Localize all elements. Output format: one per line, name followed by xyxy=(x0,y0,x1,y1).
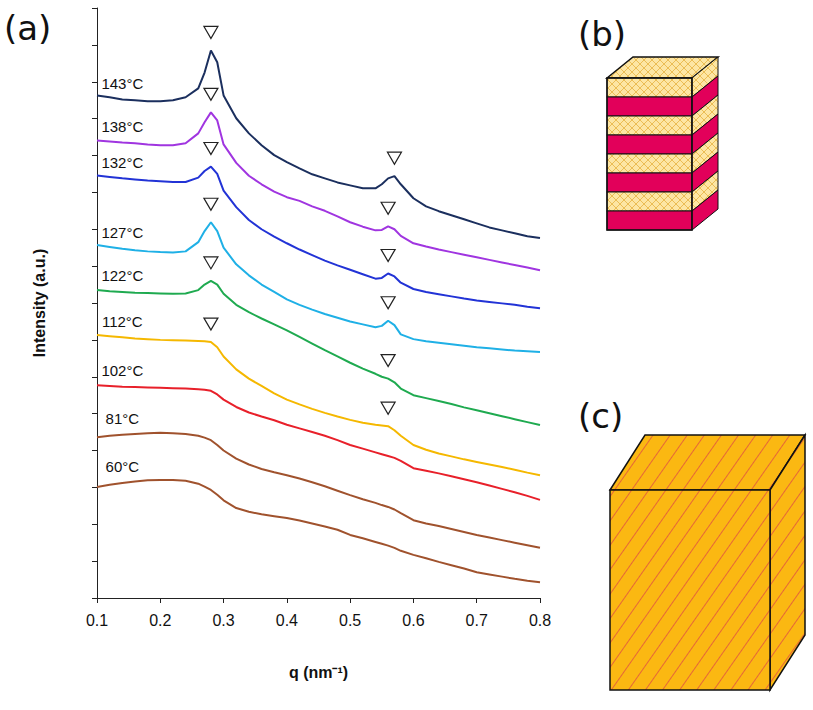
svg-text:q (nm⁻¹): q (nm⁻¹) xyxy=(289,664,348,681)
svg-text:0.6: 0.6 xyxy=(402,612,424,629)
svg-text:127°C: 127°C xyxy=(101,224,143,241)
svg-text:102°C: 102°C xyxy=(101,362,143,379)
svg-text:112°C: 112°C xyxy=(102,313,143,330)
svg-text:Intensity (a.u.): Intensity (a.u.) xyxy=(31,249,48,357)
svg-text:(a): (a) xyxy=(4,8,51,48)
svg-text:(c): (c) xyxy=(578,396,623,436)
svg-text:122°C: 122°C xyxy=(101,267,143,284)
svg-text:81°C: 81°C xyxy=(106,410,140,427)
svg-text:0.3: 0.3 xyxy=(212,612,234,629)
svg-text:0.4: 0.4 xyxy=(276,612,298,629)
svg-text:0.5: 0.5 xyxy=(339,612,361,629)
svg-text:0.8: 0.8 xyxy=(529,612,551,629)
svg-text:(b): (b) xyxy=(578,14,626,54)
svg-text:60°C: 60°C xyxy=(106,458,140,475)
svg-text:138°C: 138°C xyxy=(101,118,143,135)
svg-text:132°C: 132°C xyxy=(101,154,143,171)
svg-text:0.1: 0.1 xyxy=(86,612,108,629)
svg-text:0.7: 0.7 xyxy=(466,612,488,629)
svg-text:0.2: 0.2 xyxy=(149,612,171,629)
svg-text:143°C: 143°C xyxy=(101,75,143,92)
